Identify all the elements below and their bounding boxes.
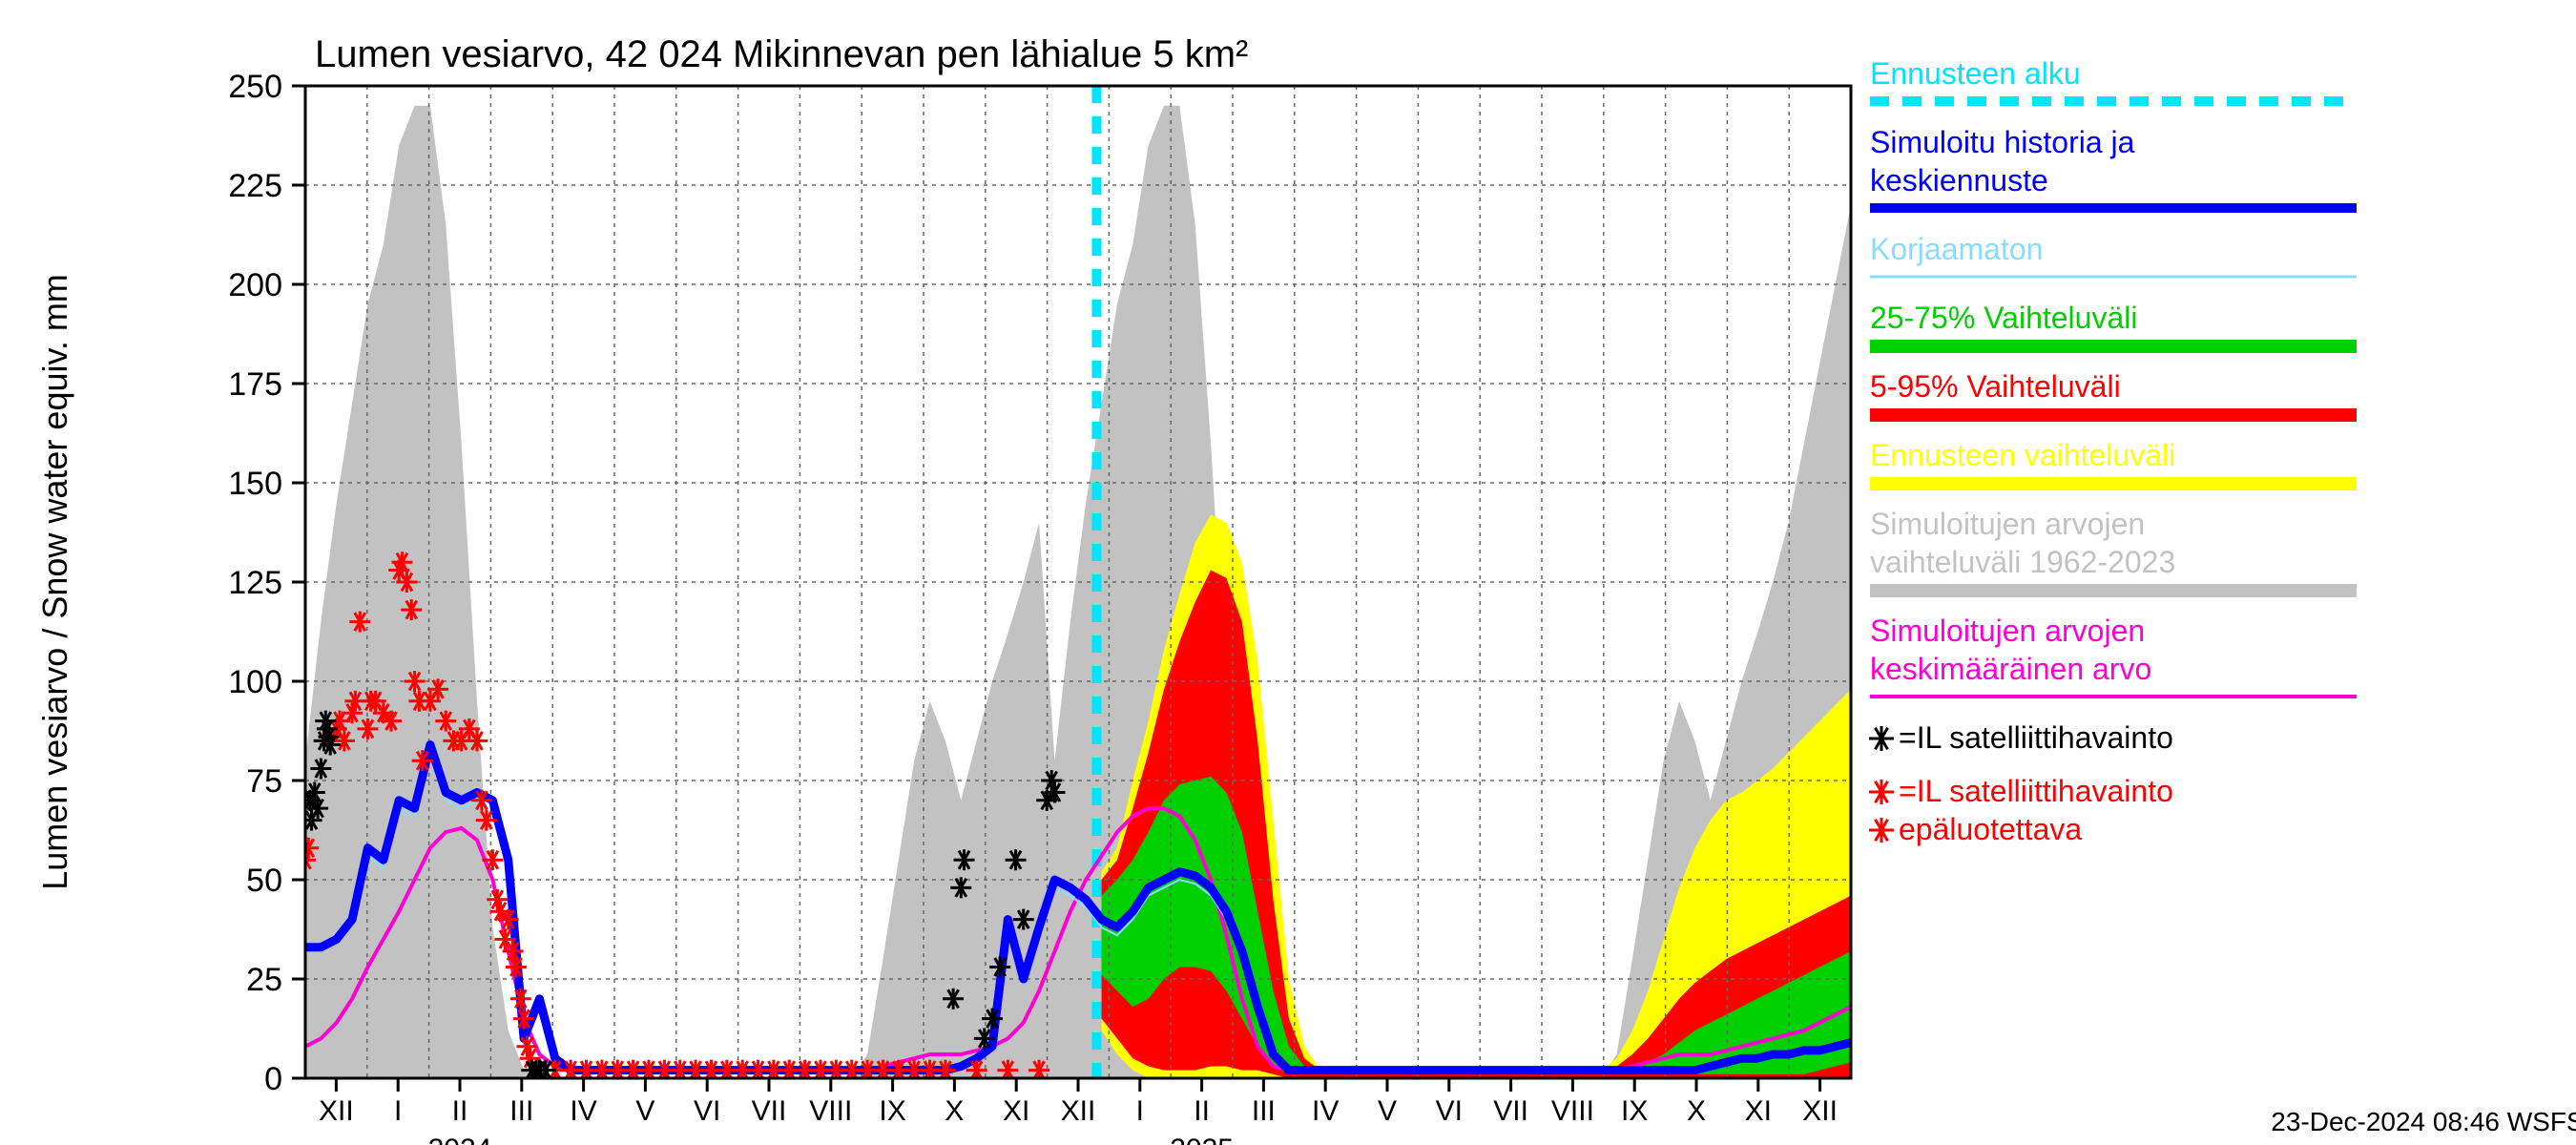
chart-title: Lumen vesiarvo, 42 024 Mikinnevan pen lä…	[315, 33, 1248, 75]
y-tick-label: 225	[228, 168, 282, 204]
legend-label: keskimääräinen arvo	[1870, 652, 2151, 686]
legend-label: 5-95% Vaihteluväli	[1870, 369, 2121, 404]
x-tick-label: V	[635, 1095, 654, 1127]
x-tick-label: I	[394, 1095, 402, 1127]
x-tick-label: VI	[1436, 1095, 1463, 1127]
x-year-label: 2025	[1170, 1134, 1234, 1145]
legend-label: Korjaamaton	[1870, 232, 2043, 266]
y-tick-label: 100	[228, 664, 282, 700]
x-tick-label: IX	[879, 1095, 905, 1127]
y-tick-label: 50	[246, 863, 282, 899]
legend-marker-icon	[1869, 818, 1894, 843]
x-tick-label: X	[945, 1095, 964, 1127]
footer-timestamp: 23-Dec-2024 08:46 WSFS-O	[2271, 1107, 2576, 1136]
legend-label: =IL satelliittihavainto	[1899, 774, 2173, 808]
y-tick-label: 75	[246, 763, 282, 800]
x-tick-label: III	[1252, 1095, 1276, 1127]
y-tick-label: 200	[228, 267, 282, 303]
x-tick-label: XI	[1745, 1095, 1772, 1127]
x-tick-label: IX	[1621, 1095, 1648, 1127]
x-tick-label: II	[452, 1095, 468, 1127]
legend-label: epäluotettava	[1899, 812, 2082, 846]
y-tick-label: 150	[228, 466, 282, 502]
legend-label: Simuloitujen arvojen	[1870, 507, 2145, 541]
x-tick-label: X	[1687, 1095, 1706, 1127]
chart-svg: 0 25 50 75 100 125 150 175 200 225 250 Lumen vesiar…	[0, 0, 2576, 1145]
x-tick-label: IV	[570, 1095, 596, 1127]
x-tick-label: XII	[1061, 1095, 1096, 1127]
legend-label: 25-75% Vaihteluväli	[1870, 301, 2137, 335]
legend-swatch	[1870, 340, 2357, 353]
x-tick-label: VII	[752, 1095, 787, 1127]
y-tick-label: 175	[228, 366, 282, 403]
x-tick-label: XII	[1802, 1095, 1838, 1127]
x-tick-label: V	[1378, 1095, 1397, 1127]
y-tick-label: 250	[228, 69, 282, 105]
y-axis-label: Lumen vesiarvo / Snow water equiv. mm	[35, 274, 74, 890]
legend-label: Ennusteen vaihteluväli	[1870, 438, 2175, 472]
chart-container: 0 25 50 75 100 125 150 175 200 225 250 Lumen vesiar…	[0, 0, 2576, 1145]
x-tick-label: I	[1136, 1095, 1144, 1127]
x-tick-label: II	[1194, 1095, 1210, 1127]
legend-label: Ennusteen alku	[1870, 56, 2081, 91]
legend-label: Simuloitu historia ja	[1870, 125, 2135, 159]
legend-label: vaihteluväli 1962-2023	[1870, 545, 2175, 579]
x-tick-label: IV	[1312, 1095, 1339, 1127]
legend-swatch	[1870, 477, 2357, 490]
legend-swatch	[1870, 584, 2357, 597]
y-tick-label: 0	[264, 1061, 282, 1097]
x-year-label: 2024	[428, 1134, 492, 1145]
x-tick-label: III	[509, 1095, 533, 1127]
x-tick-label: VI	[694, 1095, 720, 1127]
x-tick-label: XI	[1003, 1095, 1029, 1127]
x-tick-label: XII	[319, 1095, 354, 1127]
legend-label: Simuloitujen arvojen	[1870, 614, 2145, 648]
legend-marker-icon	[1869, 780, 1894, 804]
x-tick-label: VIII	[809, 1095, 852, 1127]
legend-label: =IL satelliittihavainto	[1899, 720, 2173, 755]
y-tick-label: 25	[246, 962, 282, 998]
legend-marker-icon	[1869, 726, 1894, 751]
x-tick-label: VII	[1493, 1095, 1528, 1127]
x-tick-label: VIII	[1551, 1095, 1594, 1127]
legend-swatch	[1870, 408, 2357, 422]
y-tick-label: 125	[228, 565, 282, 601]
legend-label: keskiennuste	[1870, 163, 2048, 198]
